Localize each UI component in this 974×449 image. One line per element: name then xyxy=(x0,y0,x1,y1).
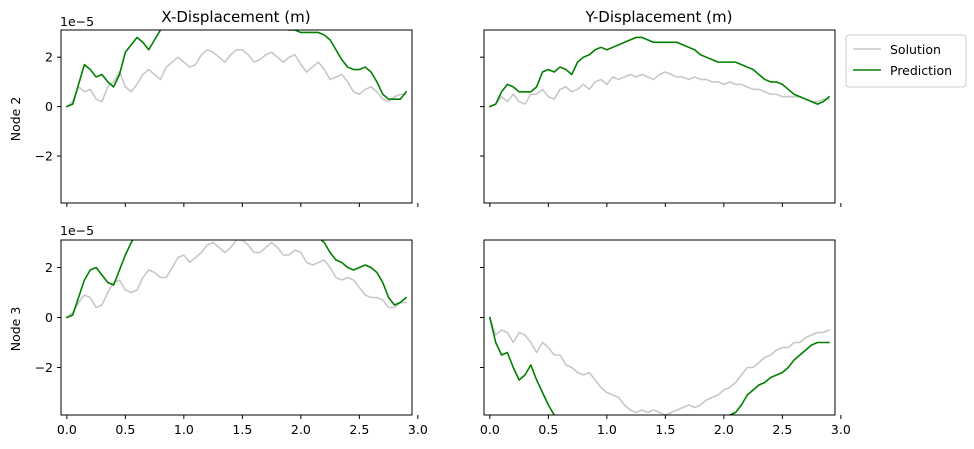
panel-node-3-x-displacement-m-y-tick-label: 0 xyxy=(45,310,53,325)
panel-node-2-x-displacement-m-y-tick-label: −2 xyxy=(35,149,53,164)
panel-node-3-y-displacement-m-series-solution xyxy=(489,316,830,415)
panel-node-3-x-displacement-m-series-solution xyxy=(66,240,407,319)
panel-node-3-y-displacement-m-x-tick-label: 0.0 xyxy=(480,422,500,437)
panel-node-3-x-displacement-m-y-tick-label: 2 xyxy=(45,260,53,275)
panel-node-2-y-displacement-m xyxy=(480,29,842,207)
row-label-node-2: Node 2 xyxy=(8,97,23,142)
panel-node-2-x-displacement-m-y-tick-label: 0 xyxy=(45,99,53,114)
column-title-y-displacement: Y-Displacement (m) xyxy=(585,8,733,26)
panel-node-3-y-displacement-m-x-tick-label: 0.5 xyxy=(538,422,558,437)
panel-node-3-x-displacement-m-x-tick-label: 0.5 xyxy=(115,422,135,437)
legend-label-solution: Solution xyxy=(890,42,941,57)
panel-node-3-y-displacement-m-frame xyxy=(483,239,836,416)
panel-node-2-y-displacement-m-series-solution xyxy=(489,71,830,108)
panel-node-3-y-displacement-m-x-tick-label: 3.0 xyxy=(831,422,851,437)
column-title-x-displacement: X-Displacement (m) xyxy=(161,8,310,26)
panel-node-3-x-displacement-m-frame xyxy=(60,239,413,416)
panel-node-3-x-displacement-m-x-tick-label: 2.0 xyxy=(291,422,311,437)
panels-layer: −2 0 2 0.0 0.5 1.0 1.5 2.0 2.5 3.0 −2 0 2 0.0 0.5 1.0 1.… xyxy=(35,29,851,437)
panel-node-3-x-displacement-m: 0.0 0.5 1.0 1.5 2.0 2.5 3.0 −2 0 2 xyxy=(35,239,428,437)
offset-text-row-2: 1e−5 xyxy=(60,223,94,238)
panel-node-2-x-displacement-m-frame xyxy=(60,29,413,204)
legend: Solution Prediction xyxy=(845,34,967,88)
offset-text-row-1: 1e−5 xyxy=(60,14,94,29)
panel-node-2-y-displacement-m-frame xyxy=(483,29,836,204)
row-label-node-3: Node 3 xyxy=(8,307,23,352)
panel-node-3-y-displacement-m-x-tick-label: 2.5 xyxy=(772,422,792,437)
panel-node-3-x-displacement-m-x-tick-label: 2.5 xyxy=(349,422,369,437)
panel-node-3-y-displacement-m-x-tick-label: 1.5 xyxy=(655,422,675,437)
panel-node-3-y-displacement-m-x-tick-label: 1.0 xyxy=(597,422,617,437)
panel-node-3-x-displacement-m-y-tick-label: −2 xyxy=(35,360,53,375)
panel-node-2-x-displacement-m-y-tick-label: 2 xyxy=(45,50,53,65)
legend-frame xyxy=(845,34,967,88)
panel-node-3-y-displacement-m-x-tick-label: 2.0 xyxy=(714,422,734,437)
panel-node-2-y-displacement-m-series-prediction xyxy=(489,36,830,108)
panel-node-3-x-displacement-m-x-tick-label: 1.5 xyxy=(232,422,252,437)
panel-node-3-x-displacement-m-series-prediction xyxy=(66,240,407,319)
panel-node-2-x-displacement-m-series-prediction xyxy=(66,30,407,108)
legend-label-prediction: Prediction xyxy=(890,63,952,78)
panel-node-3-x-displacement-m-x-tick-label: 0.0 xyxy=(57,422,77,437)
panel-node-2-x-displacement-m: −2 0 2 xyxy=(35,29,419,207)
panel-node-3-x-displacement-m-x-tick-label: 3.0 xyxy=(408,422,428,437)
panel-node-3-y-displacement-m: 0.0 0.5 1.0 1.5 2.0 2.5 3.0 xyxy=(480,239,851,437)
panel-node-3-y-displacement-m-series-prediction xyxy=(489,316,830,415)
panel-node-2-x-displacement-m-series-solution xyxy=(66,48,407,108)
panel-node-3-x-displacement-m-x-tick-label: 1.0 xyxy=(174,422,194,437)
